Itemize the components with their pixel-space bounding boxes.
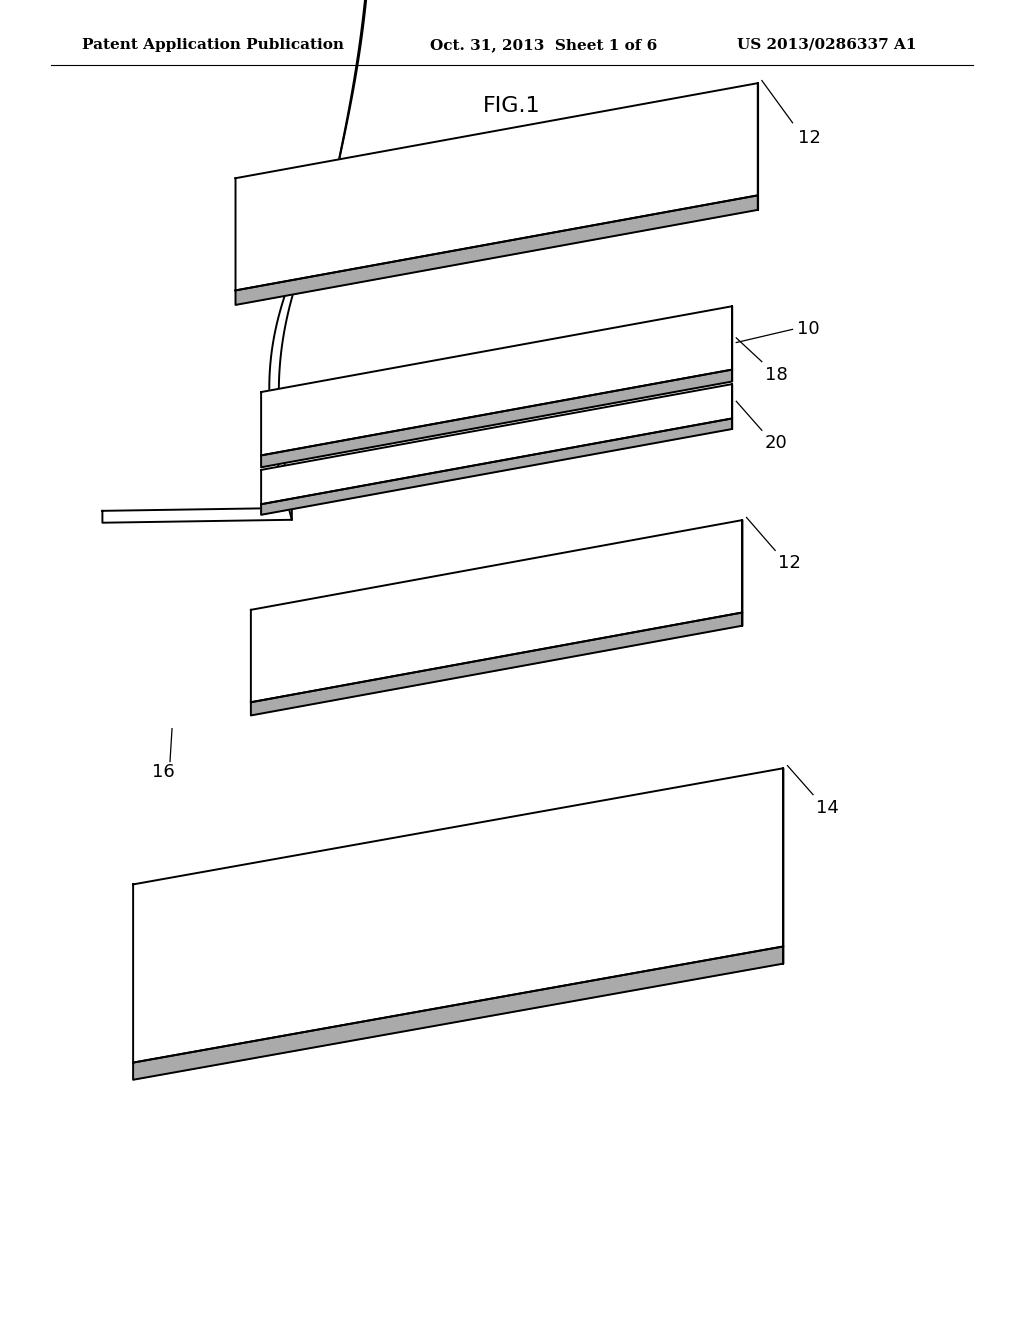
Polygon shape — [269, 0, 374, 520]
Text: 12: 12 — [798, 129, 820, 148]
Text: 12: 12 — [778, 554, 801, 573]
Text: 18: 18 — [765, 366, 787, 384]
Text: 20: 20 — [765, 434, 787, 453]
Text: Oct. 31, 2013  Sheet 1 of 6: Oct. 31, 2013 Sheet 1 of 6 — [430, 38, 657, 51]
Text: 16: 16 — [152, 763, 174, 781]
Text: US 2013/0286337 A1: US 2013/0286337 A1 — [737, 38, 916, 51]
Polygon shape — [251, 612, 742, 715]
Polygon shape — [133, 946, 783, 1080]
Text: 10: 10 — [797, 321, 819, 338]
Polygon shape — [261, 306, 732, 455]
Polygon shape — [261, 418, 732, 515]
Polygon shape — [133, 768, 783, 1063]
Text: Patent Application Publication: Patent Application Publication — [82, 38, 344, 51]
Polygon shape — [251, 520, 742, 702]
Polygon shape — [261, 384, 732, 504]
Polygon shape — [261, 370, 732, 467]
Text: FIG.1: FIG.1 — [483, 95, 541, 116]
Polygon shape — [102, 508, 292, 523]
Text: 14: 14 — [816, 799, 839, 817]
Polygon shape — [236, 83, 758, 290]
Polygon shape — [236, 195, 758, 305]
